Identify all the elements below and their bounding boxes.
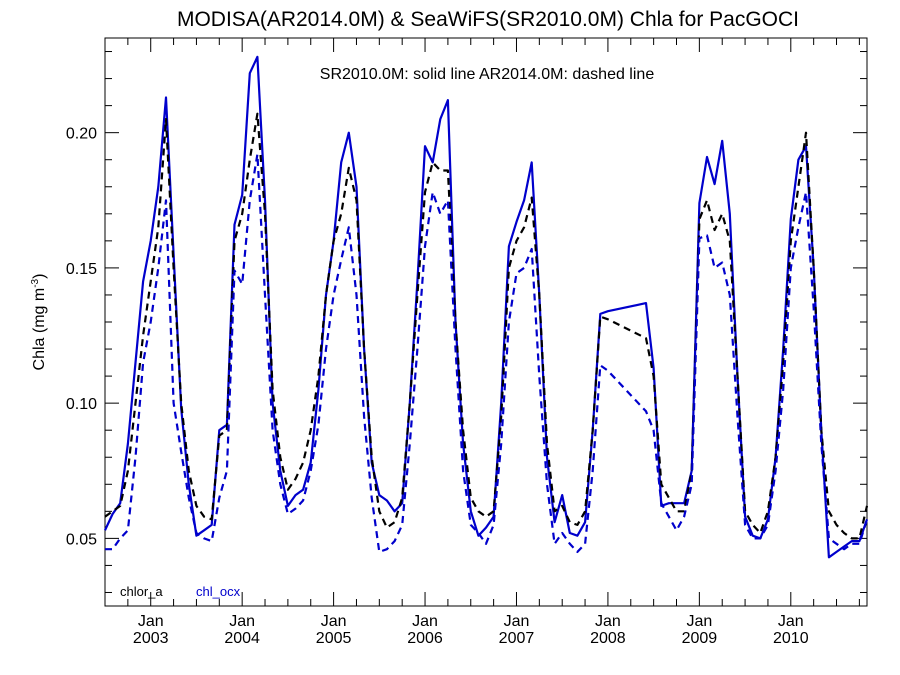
y-tick-labels: 0.05 0.10 0.15 0.20 xyxy=(66,126,97,549)
x-tick-labels: Jan2003Jan2004Jan2005Jan2006Jan2007Jan20… xyxy=(133,613,809,647)
x-tick-label-month: Jan xyxy=(686,613,712,630)
legend-entry: chl_ocx xyxy=(196,584,241,599)
y-tick-label: 0.10 xyxy=(66,396,97,413)
y-axis-label-superscript: -3 xyxy=(30,278,41,287)
y-tick-label: 0.15 xyxy=(66,261,97,278)
axis-ticks xyxy=(104,38,867,606)
x-tick-label-year: 2004 xyxy=(224,630,260,647)
x-tick-label-month: Jan xyxy=(138,613,164,630)
x-tick-label-month: Jan xyxy=(504,613,530,630)
x-tick-label-year: 2003 xyxy=(133,630,169,647)
legend-entry: chlor_a xyxy=(120,584,163,599)
line-style-annotation: SR2010.0M: solid line AR2014.0M: dashed … xyxy=(320,66,655,83)
x-tick-label-year: 2007 xyxy=(499,630,535,647)
series-line-chl_ocx-sr2010-0m xyxy=(104,55,869,559)
x-tick-label-month: Jan xyxy=(412,613,438,630)
y-axis-label: Chla (mg m-3) xyxy=(30,274,48,371)
series-line-chlor_a-ar2014-0m xyxy=(104,112,869,540)
x-tick-label-year: 2005 xyxy=(316,630,352,647)
x-tick-label-month: Jan xyxy=(595,613,621,630)
x-tick-label-month: Jan xyxy=(229,613,255,630)
series-line-chl_ocx-ar2014-0m xyxy=(105,153,869,553)
y-axis-label-close: ) xyxy=(31,274,48,279)
chart-title: MODISA(AR2014.0M) & SeaWiFS(SR2010.0M) C… xyxy=(177,8,799,31)
x-tick-label-year: 2009 xyxy=(682,630,718,647)
x-tick-label-month: Jan xyxy=(321,613,347,630)
x-tick-label-year: 2010 xyxy=(773,630,809,647)
y-tick-label: 0.20 xyxy=(66,126,97,143)
x-tick-label-month: Jan xyxy=(778,613,804,630)
x-tick-label-year: 2008 xyxy=(590,630,626,647)
series-layer xyxy=(104,55,869,559)
legend: chlor_a chl_ocx xyxy=(120,584,241,599)
x-tick-label-year: 2006 xyxy=(407,630,443,647)
y-axis-label-text: Chla (mg m xyxy=(31,288,48,371)
plot-area-frame xyxy=(104,37,868,607)
y-tick-label: 0.05 xyxy=(66,531,97,548)
